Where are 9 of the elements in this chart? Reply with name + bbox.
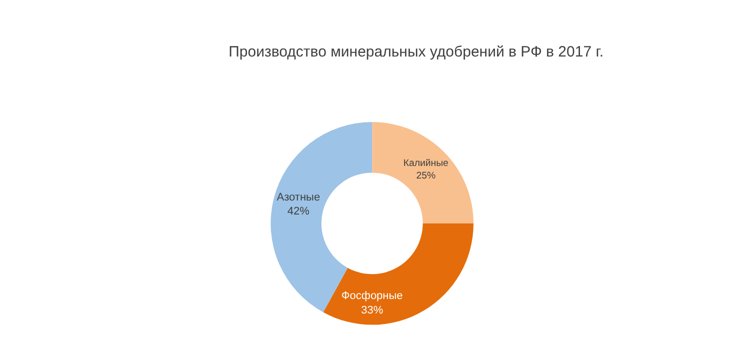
donut-slice — [372, 122, 474, 224]
slice-label: Калийные — [403, 158, 448, 169]
donut-slice — [323, 223, 474, 325]
slice-label: Фосфорные — [341, 290, 403, 302]
data-label: 25% — [416, 170, 436, 182]
chart-title: Производство минеральных удобрений в РФ в 2017 г. — [228, 43, 604, 60]
data-label: 42% — [287, 206, 310, 218]
slice-label: Азотные — [276, 191, 320, 204]
data-label: 33% — [361, 304, 384, 317]
